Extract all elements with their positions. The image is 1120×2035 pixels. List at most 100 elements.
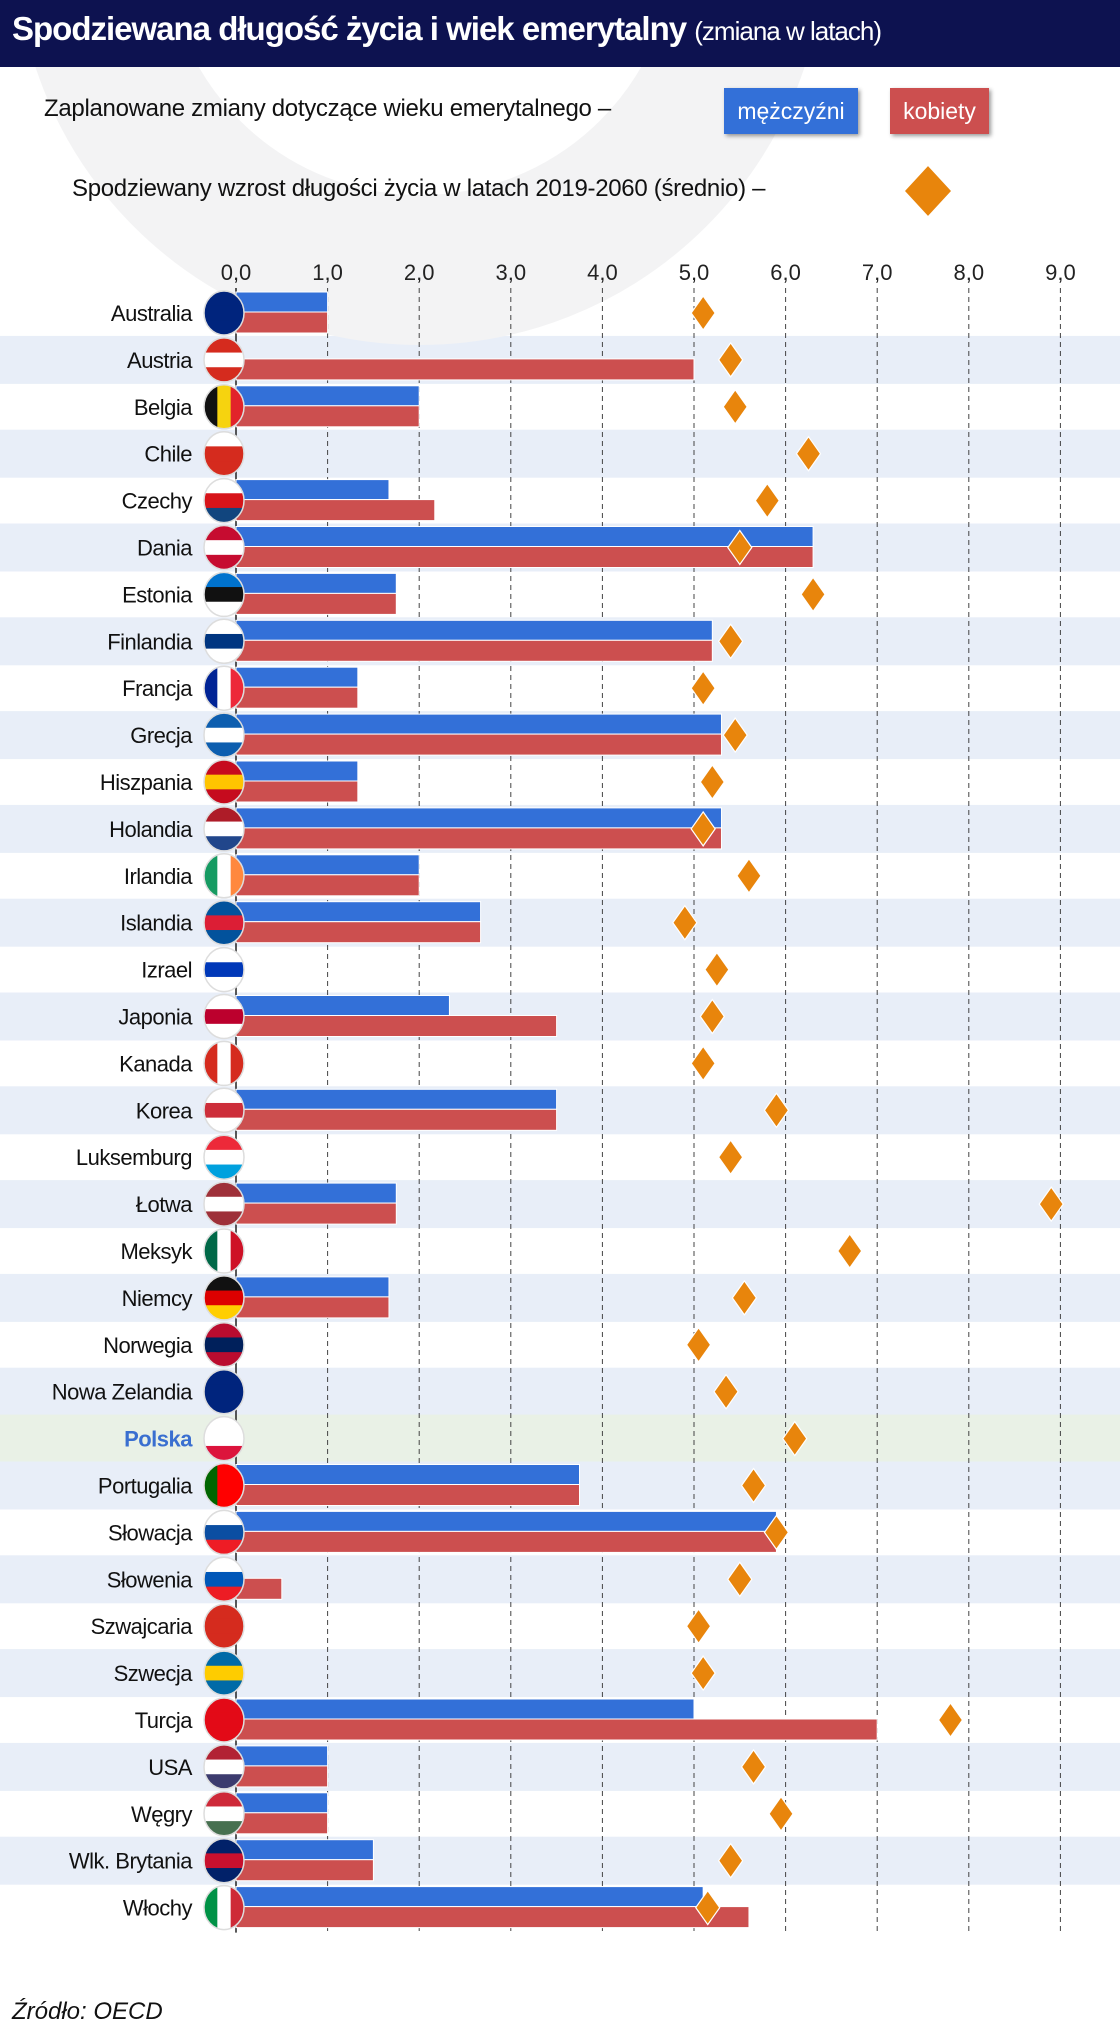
flag-stripe	[217, 1041, 232, 1086]
flag-stripe	[204, 1322, 244, 1338]
country-label: Słowacja	[108, 1520, 193, 1545]
country-label: Szwecja	[114, 1661, 194, 1686]
country-label: Wlk. Brytania	[69, 1849, 193, 1874]
flag-stripe	[204, 1838, 244, 1854]
bar-men	[235, 1510, 777, 1532]
life-expectancy-diamond	[672, 904, 698, 941]
bar-women	[235, 1906, 750, 1929]
flag-border	[203, 1087, 245, 1134]
country-row: Finlandia	[107, 618, 744, 665]
life-expectancy-diamond	[727, 1561, 753, 1598]
life-expectancy-diamond	[740, 1748, 767, 1785]
chart-title: Spodziewana długość życia i wiek emeryta…	[12, 10, 882, 48]
country-row: Niemcy	[122, 1275, 758, 1321]
country-row: Meksyk	[120, 1228, 863, 1274]
country-row: Japonia	[118, 993, 726, 1040]
flag-stripe	[204, 337, 244, 354]
x-tick-label: 8,0	[954, 260, 985, 285]
row-band	[0, 1649, 1120, 1698]
life-expectancy-diamond	[763, 1514, 790, 1551]
flag-border	[203, 759, 245, 805]
flag-stripe	[204, 1759, 244, 1775]
flag-stripe	[204, 774, 244, 790]
flag-icon	[204, 431, 244, 476]
bar-women	[235, 1296, 390, 1319]
flag-border	[203, 430, 245, 477]
x-tick-label: 5,0	[679, 260, 710, 285]
legend-diamond-icon	[902, 163, 954, 219]
bar-men	[235, 1088, 558, 1110]
flag-stripe	[204, 713, 244, 729]
country-row: Estonia	[122, 571, 826, 618]
row-band	[0, 1180, 1120, 1229]
country-label: Dania	[137, 536, 193, 561]
flag-icon	[204, 1322, 244, 1367]
flag-border	[203, 1134, 245, 1180]
life-expectancy-diamond	[782, 1420, 808, 1457]
flag-stripe	[204, 915, 244, 931]
flag-border	[203, 384, 245, 430]
life-expectancy-diamond	[800, 576, 826, 613]
life-expectancy-diamond	[736, 857, 762, 894]
flag-stripe	[217, 1229, 232, 1273]
flag-stripe	[204, 900, 244, 916]
flag-stripe	[204, 1557, 244, 1573]
flag-stripe	[217, 1463, 232, 1508]
flag-stripe	[204, 1510, 244, 1526]
flag-border	[203, 899, 245, 946]
flag-stripe	[204, 1135, 244, 1151]
country-label: USA	[148, 1755, 193, 1780]
country-label: Grecja	[130, 723, 193, 748]
country-label: Francja	[122, 676, 193, 701]
flag-stripe	[204, 962, 244, 978]
life-expectancy-diamond	[717, 1139, 744, 1176]
country-row: Turcja	[135, 1697, 964, 1743]
flag-icon	[204, 572, 244, 617]
country-row: Izrael	[141, 946, 730, 993]
life-expectancy-diamond	[717, 623, 744, 660]
flag-stripe	[204, 1651, 244, 1667]
bar-men	[235, 526, 814, 547]
source-note: Źródło: OECD	[12, 1998, 163, 2025]
flag-stripe	[204, 572, 244, 588]
row-band	[0, 429, 1120, 478]
flag-stripe	[204, 1806, 244, 1822]
flag-stripe	[204, 619, 244, 635]
life-expectancy-diamond	[690, 670, 716, 707]
bar-men	[235, 572, 397, 594]
x-tick-label: 7,0	[862, 260, 893, 285]
bar-women	[235, 1484, 580, 1506]
legend-women: kobiety	[890, 88, 989, 134]
country-label: Słowenia	[107, 1567, 194, 1592]
country-row: Chile	[144, 430, 822, 477]
life-expectancy-diamond	[690, 810, 716, 847]
country-label: Korea	[136, 1098, 193, 1123]
x-tick-label: 3,0	[496, 260, 527, 285]
bar-women	[235, 358, 695, 381]
flag-stripe	[204, 1009, 244, 1025]
flag-border	[203, 1697, 245, 1743]
life-expectancy-diamond	[690, 1655, 716, 1692]
country-row: Islandia	[120, 899, 698, 946]
country-row: Austria	[127, 337, 744, 383]
bar-women	[235, 1015, 558, 1037]
bar-men	[235, 1745, 329, 1767]
life-expectancy-diamond	[795, 435, 822, 472]
life-expectancy-diamond	[685, 1608, 712, 1645]
bar-women	[235, 780, 359, 803]
flag-stripe	[204, 1384, 244, 1400]
flag-stripe	[204, 1853, 244, 1869]
country-row: Węgry	[131, 1791, 794, 1837]
country-label: Luksemburg	[76, 1145, 192, 1170]
bar-men	[235, 1464, 580, 1485]
flag-stripe	[204, 666, 218, 711]
flag-border	[203, 1462, 245, 1509]
country-row: Czechy	[122, 477, 781, 524]
flag-stripe	[204, 1088, 244, 1104]
country-row: Szwajcaria	[91, 1603, 712, 1649]
life-expectancy-diamond	[695, 1889, 721, 1926]
flag-border	[203, 1181, 245, 1227]
row-band	[0, 898, 1120, 947]
bar-men	[235, 291, 329, 313]
